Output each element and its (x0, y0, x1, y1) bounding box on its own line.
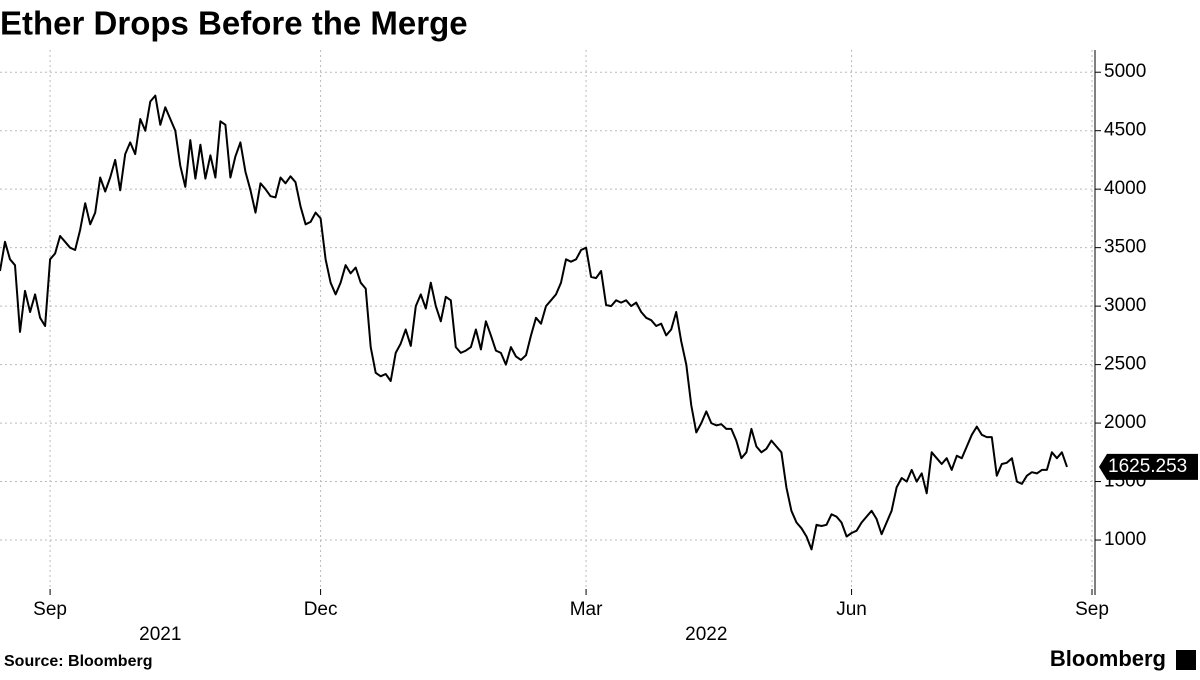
y-tick-label: 5000 (1104, 61, 1146, 82)
y-tick-label: 2000 (1104, 412, 1146, 433)
y-tick-label: 4000 (1104, 178, 1146, 199)
y-tick-label: 3500 (1104, 237, 1146, 258)
price-line (0, 94, 1068, 551)
last-value-box (1099, 453, 1198, 480)
year-label: 2021 (139, 624, 181, 645)
y-tick-label: 4500 (1104, 120, 1146, 141)
x-tick-label: Sep (33, 599, 67, 620)
chart-title: Ether Drops Before the Merge (0, 5, 468, 42)
source: Source: Bloomberg (4, 653, 152, 670)
y-tick-label: 3000 (1104, 295, 1146, 316)
logo-icon (1176, 650, 1196, 670)
x-tick-label: Jun (836, 599, 867, 620)
y-tick-label: 1000 (1104, 529, 1146, 550)
last-value-label: 1625.253 (1108, 456, 1187, 477)
x-tick-label: Dec (304, 599, 338, 620)
y-tick-label: 2500 (1104, 354, 1146, 375)
logo: Bloomberg (1050, 646, 1166, 671)
year-label: 2022 (685, 624, 727, 645)
x-tick-label: Sep (1075, 599, 1109, 620)
x-tick-label: Mar (570, 599, 603, 620)
